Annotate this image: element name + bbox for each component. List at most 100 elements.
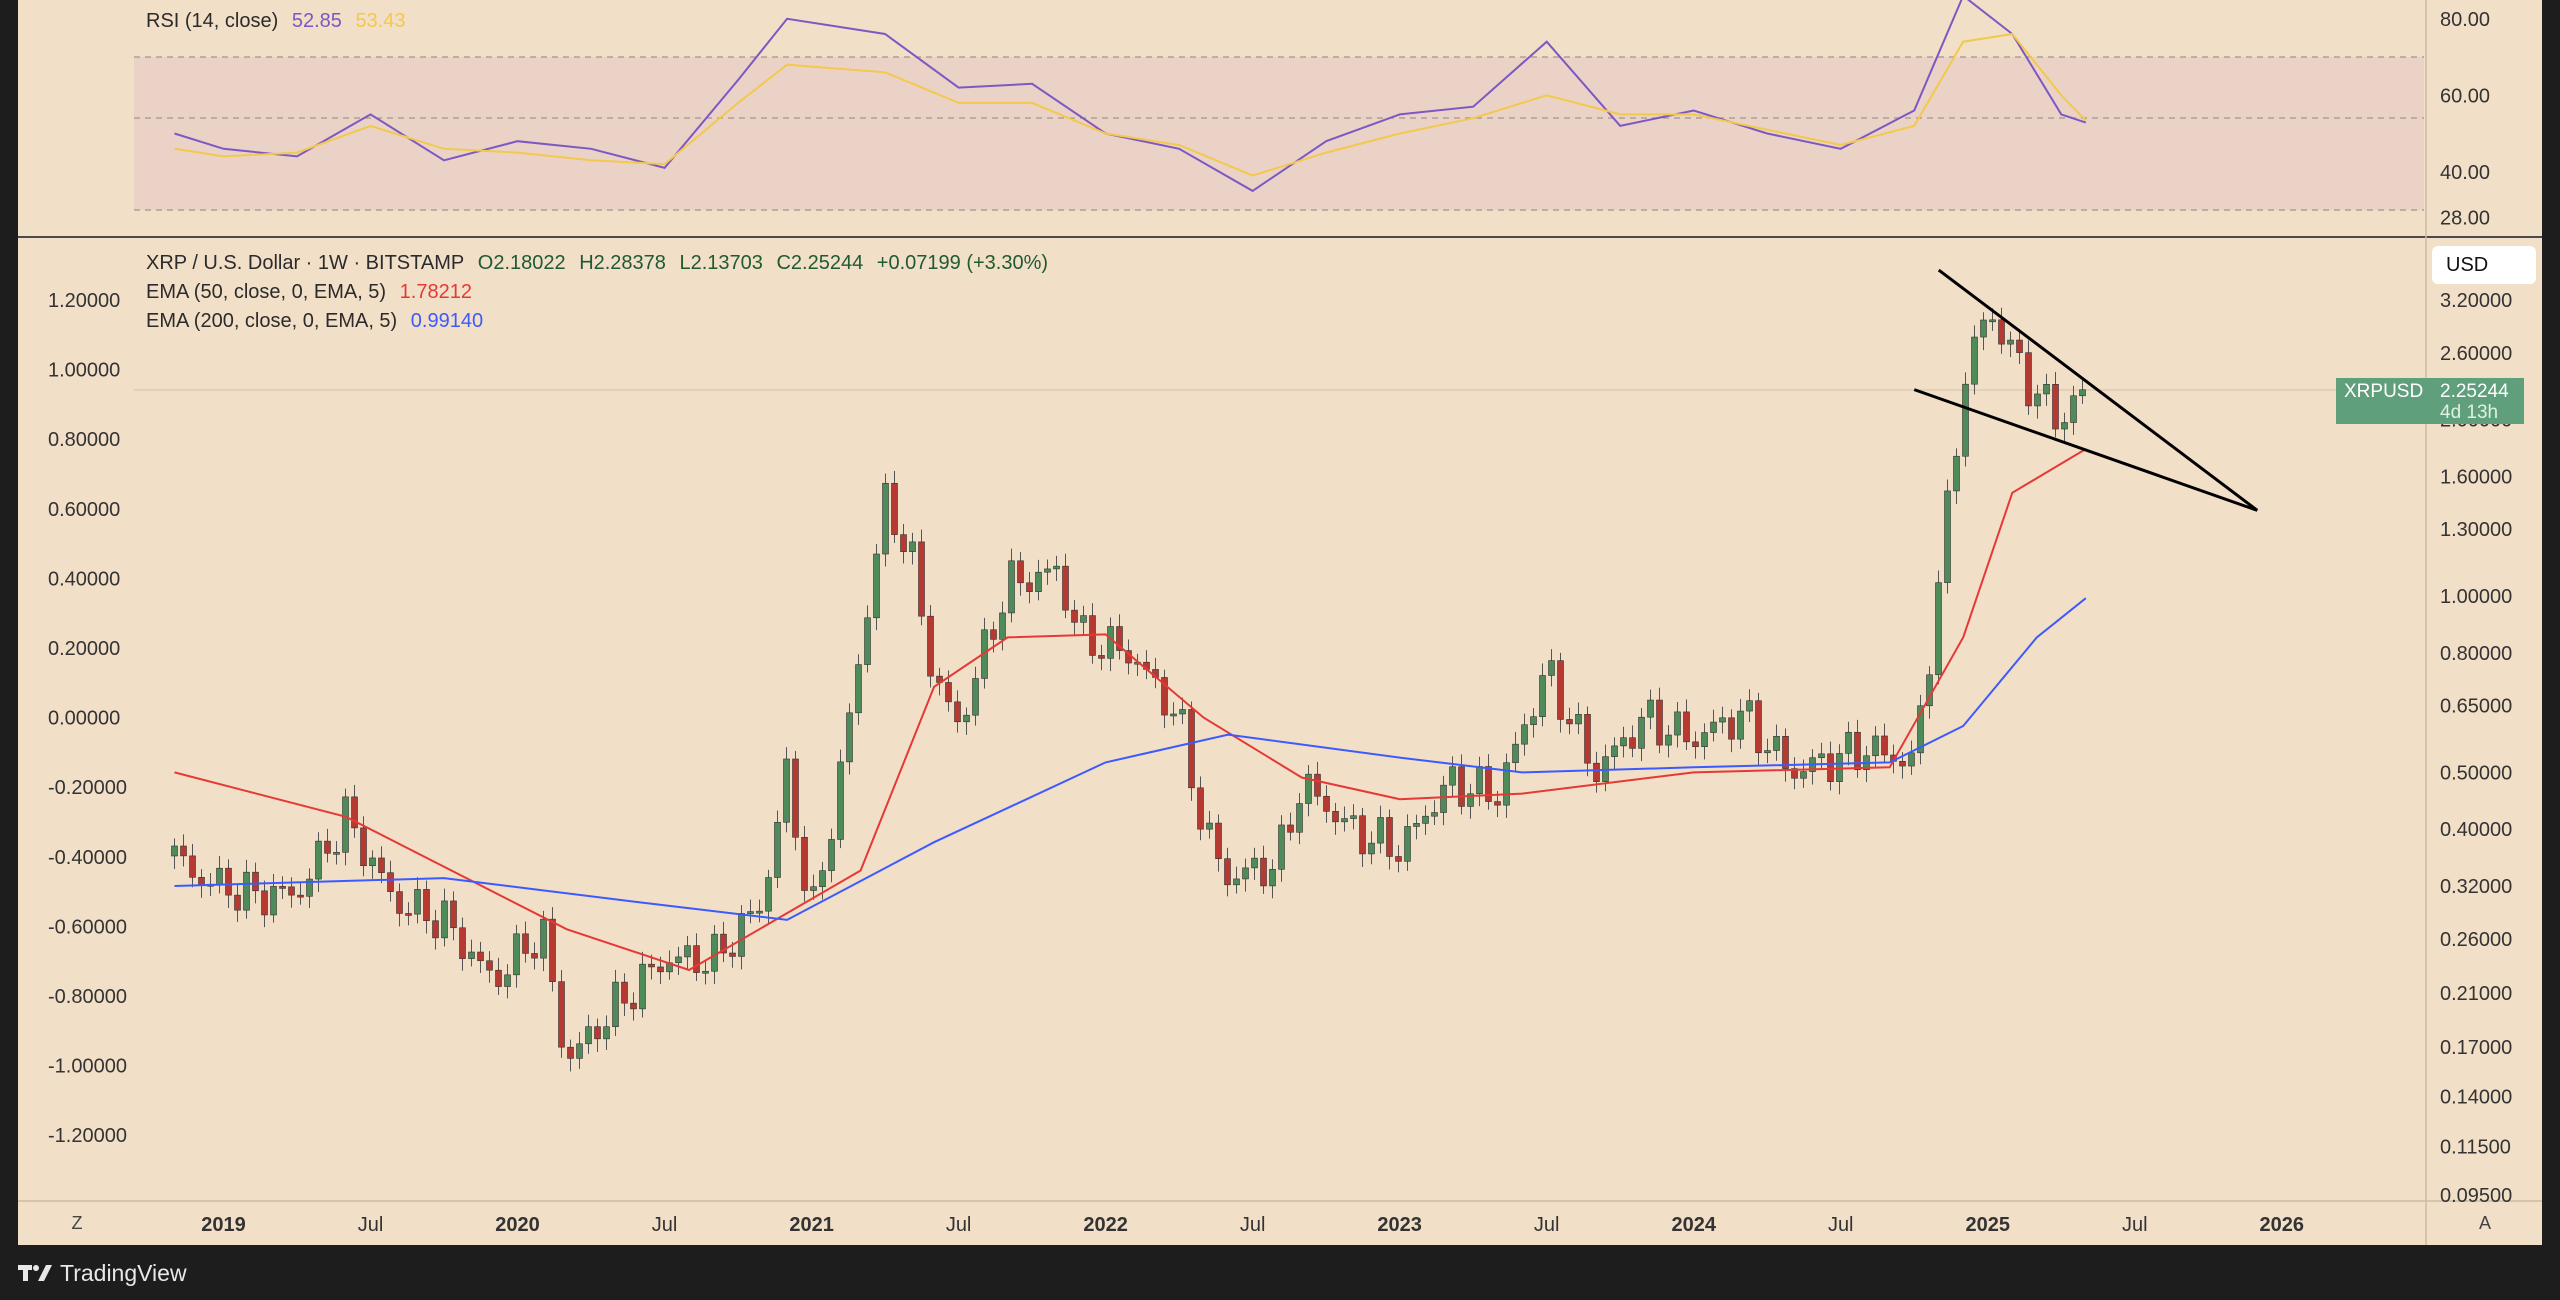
rsi-legend[interactable]: RSI (14, close) 52.85 53.43 <box>146 10 414 33</box>
candle-body <box>1098 655 1105 659</box>
time-axis-label: Jul <box>1828 1214 1854 1236</box>
price-axis-label: 0.40000 <box>2440 819 2512 841</box>
candle-body <box>1908 752 1915 767</box>
candle-body <box>1512 743 1519 763</box>
candle-body <box>639 963 646 1010</box>
candle-body <box>1944 490 1951 583</box>
ohlc-open: O2.18022 <box>477 252 566 274</box>
candle-body <box>324 840 331 854</box>
candle-body <box>774 821 781 878</box>
candle-body <box>423 889 430 922</box>
currency-button[interactable]: USD <box>2432 246 2536 284</box>
ema200-legend[interactable]: EMA (200, close, 0, EMA, 5) 0.99140 <box>146 310 491 333</box>
candle-body <box>1584 714 1591 764</box>
candle-body <box>1611 745 1618 757</box>
price-axis-label: 1.00000 <box>2440 586 2512 608</box>
candle-body <box>828 839 835 871</box>
candle-body <box>1062 565 1069 611</box>
candle-body <box>378 857 385 873</box>
left-axis-label: 0.60000 <box>48 499 120 521</box>
candle-body <box>621 981 628 1004</box>
rsi-axis-label: 80.00 <box>2440 9 2490 31</box>
left-axis-label: 0.00000 <box>48 708 120 730</box>
candle-body <box>567 1046 574 1059</box>
candle-body <box>891 482 898 535</box>
candle-body <box>1080 615 1087 623</box>
candle-body <box>1341 818 1348 823</box>
candle-body <box>315 840 322 880</box>
price-axis-label: 0.17000 <box>2440 1037 2512 1059</box>
candle-body <box>612 981 619 1028</box>
candle-body <box>684 945 691 958</box>
candle-body <box>900 534 907 552</box>
ohlc-change: +0.07199 (+3.30%) <box>876 252 1049 274</box>
candle-body <box>1782 735 1789 769</box>
candle-body <box>2070 395 2077 423</box>
candle-body <box>837 761 844 840</box>
candle-body <box>1296 803 1303 833</box>
left-axis-label: -0.60000 <box>48 916 127 938</box>
candle-body <box>459 927 466 959</box>
ema50-line <box>174 448 2087 972</box>
candle-body <box>558 981 565 1048</box>
candle-body <box>1818 753 1825 759</box>
candle-body <box>1881 735 1888 756</box>
candle-body <box>531 953 538 959</box>
candle-body <box>1764 750 1771 754</box>
price-axis-label: 0.80000 <box>2440 643 2512 665</box>
candle-body <box>1395 856 1402 862</box>
candle-body <box>1323 795 1330 812</box>
candle-body <box>1521 724 1528 745</box>
candle-body <box>1872 735 1879 757</box>
candle-body <box>1170 713 1177 717</box>
candle-body <box>477 951 484 962</box>
rsi-axis-label: 28.00 <box>2440 208 2490 230</box>
candle-body <box>2061 422 2068 430</box>
candle-body <box>1494 801 1501 806</box>
candle-body <box>306 878 313 897</box>
candle-body <box>522 933 529 954</box>
candle-body <box>747 911 754 914</box>
candle-body <box>441 900 448 939</box>
auto-scale-button[interactable]: A <box>2478 1213 2491 1233</box>
candle-body <box>756 910 763 914</box>
candle-body <box>864 617 871 665</box>
price-axis-label: 2.60000 <box>2440 343 2512 365</box>
candle-body <box>225 867 232 896</box>
ema50-legend[interactable]: EMA (50, close, 0, EMA, 5) 1.78212 <box>146 281 480 304</box>
candle-body <box>1008 560 1015 614</box>
trendline-upper <box>1937 268 2259 512</box>
candle-body <box>1026 582 1033 592</box>
candle-body <box>1557 660 1564 720</box>
candle-body <box>2043 384 2050 395</box>
candle-body <box>1566 719 1573 725</box>
candle-body <box>1431 812 1438 817</box>
candle-body <box>1503 762 1510 806</box>
symbol-legend[interactable]: XRP / U.S. Dollar · 1W · BITSTAMP O2.180… <box>146 252 1056 275</box>
candle-body <box>819 870 826 888</box>
zoom-button[interactable]: Z <box>71 1213 83 1233</box>
candle-body <box>234 894 241 911</box>
candle-body <box>1755 700 1762 754</box>
candle-body <box>1251 857 1258 869</box>
candle-body <box>1368 842 1375 855</box>
candle-body <box>1161 677 1168 716</box>
candle-body <box>504 974 511 987</box>
candle-body <box>1233 878 1240 886</box>
candle-body <box>927 615 934 677</box>
candle-body <box>198 877 205 886</box>
footer-brand: TradingView <box>60 1259 187 1286</box>
candle-body <box>810 886 817 891</box>
candle-body <box>1836 753 1843 782</box>
candle-body <box>1242 867 1249 880</box>
candle-body <box>1953 455 1960 492</box>
candle-body <box>1035 571 1042 592</box>
candle-body <box>1728 717 1735 740</box>
candle-body <box>918 541 925 617</box>
candle-body <box>648 963 655 968</box>
candle-body <box>495 969 502 987</box>
candle-body <box>1998 319 2005 345</box>
candle-body <box>1530 716 1537 726</box>
ema50-label: EMA (50, close, 0, EMA, 5) <box>146 281 387 303</box>
